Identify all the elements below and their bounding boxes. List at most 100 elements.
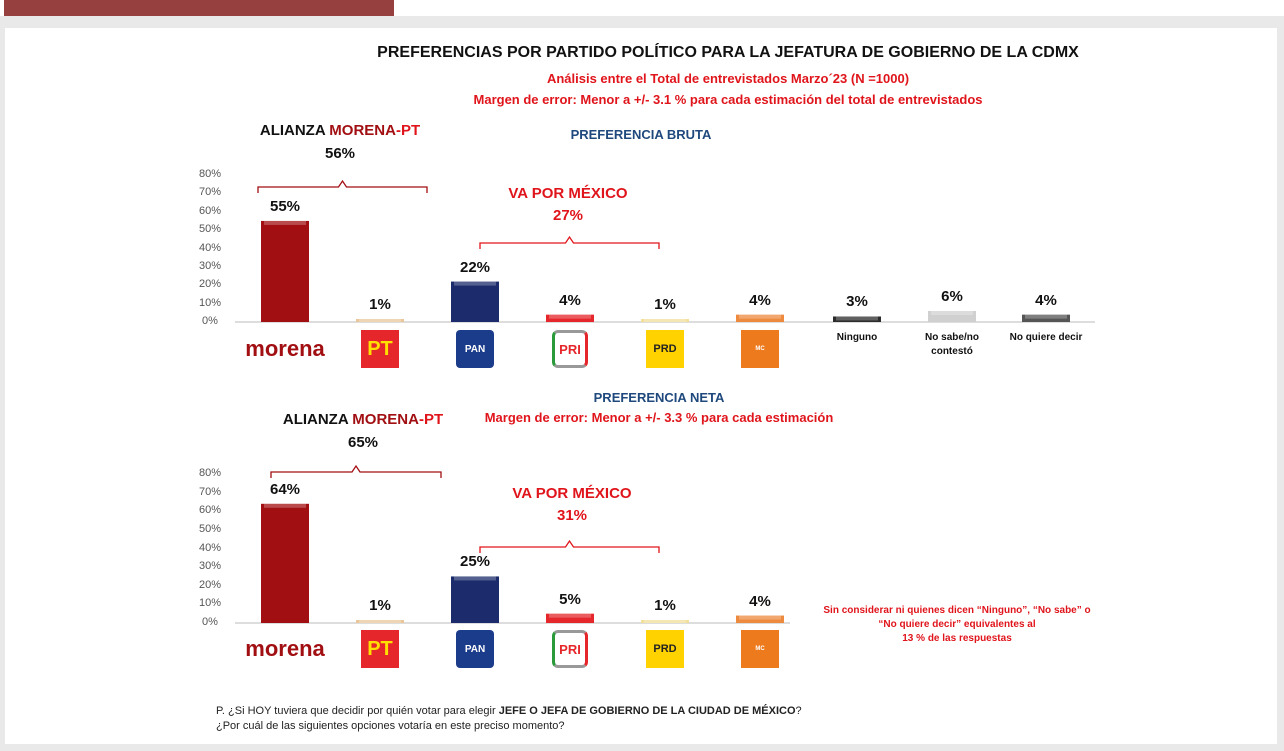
data-label: 4% xyxy=(559,291,581,309)
logo-movimiento-ciudadano: MC xyxy=(741,630,779,668)
y-tick-label: 60% xyxy=(198,504,222,517)
alliance-morena-pt-2: ALIANZA MORENA-PT xyxy=(282,411,444,428)
y-tick-label: 60% xyxy=(198,204,222,217)
alliance-morena-pt-2-value: 65% xyxy=(347,434,379,451)
question-line2: ¿Por cuál de las siguientes opciones vot… xyxy=(216,720,565,732)
bar-highlight xyxy=(836,316,878,321)
alliance-bracket xyxy=(479,539,660,553)
logo-movimiento-ciudadano: MC xyxy=(741,330,779,368)
bar-pan xyxy=(451,281,499,322)
y-tick-label: 80% xyxy=(198,467,222,479)
alliance-morena-pt-1: ALIANZA MORENA-PT xyxy=(259,122,421,139)
logo-prd: PRD xyxy=(646,330,684,368)
bar-highlight xyxy=(739,314,781,319)
bar-ninguno xyxy=(833,316,881,322)
chart2-title: PREFERENCIA NETA xyxy=(593,390,725,405)
logo-prd: PRD xyxy=(646,630,684,668)
y-tick-label: 70% xyxy=(198,485,222,498)
bar-highlight xyxy=(1025,314,1067,319)
data-label: 1% xyxy=(369,597,391,614)
logo-morena: morena xyxy=(245,630,325,668)
bar-highlight xyxy=(359,620,401,623)
alliance-morena-pt-1-value: 56% xyxy=(324,145,356,162)
bar-prd xyxy=(641,620,689,623)
alliance-va-por-mexico-2: VA POR MÉXICO xyxy=(512,485,632,502)
category-label: No quiere decir xyxy=(1009,332,1083,343)
y-tick-label: 50% xyxy=(198,223,222,236)
alliance-va-por-mexico-1-value: 27% xyxy=(552,207,584,224)
logo-pt: PT xyxy=(361,630,399,668)
logo-morena: morena xyxy=(245,330,325,368)
bar-highlight xyxy=(359,319,401,322)
bar-highlight xyxy=(931,310,973,315)
bar-highlight xyxy=(454,576,496,581)
y-tick-label: 0% xyxy=(202,616,218,628)
data-label: 55% xyxy=(269,197,301,215)
bar-prd xyxy=(641,319,689,322)
y-tick-label: 20% xyxy=(198,578,222,591)
data-label: 64% xyxy=(269,480,301,498)
bar-pt xyxy=(356,620,404,623)
bar-highlight xyxy=(644,620,686,623)
subtitle-margin: Margen de error: Menor a +/- 3.1 % para … xyxy=(473,92,983,107)
bar-no-quiere-decir xyxy=(1022,314,1070,322)
note-exclusion: Sin considerar ni quienes dicen “Ninguno… xyxy=(823,605,1091,644)
alliance-bracket xyxy=(479,235,660,249)
y-tick-label: 80% xyxy=(198,168,222,180)
top-accent xyxy=(4,0,394,16)
data-label: 4% xyxy=(749,592,771,610)
data-label: 1% xyxy=(369,296,391,313)
data-label: 5% xyxy=(559,590,581,608)
data-label: 3% xyxy=(846,293,868,311)
alliance-bracket xyxy=(270,464,442,478)
alliance-bracket xyxy=(257,179,428,193)
bar-morena xyxy=(261,220,309,322)
logo-pan: PAN xyxy=(456,330,494,368)
y-tick-label: 40% xyxy=(198,541,222,554)
chart1-title: PREFERENCIA BRUTA xyxy=(570,127,712,142)
chart2-subtitle: Margen de error: Menor a +/- 3.3 % para … xyxy=(484,410,834,425)
logo-pt: PT xyxy=(361,330,399,368)
alliance-va-por-mexico-1: VA POR MÉXICO xyxy=(508,185,628,202)
bar-highlight xyxy=(264,220,306,225)
y-tick-label: 0% xyxy=(202,315,218,327)
bar-highlight xyxy=(644,319,686,322)
data-label: 1% xyxy=(654,597,676,614)
alliance-va-por-mexico-2-value: 31% xyxy=(556,507,588,524)
y-tick-label: 40% xyxy=(198,241,222,254)
question-line1: P. ¿Si HOY tuviera que decidir por quién… xyxy=(216,705,802,717)
category-label: No sabe/no contestó xyxy=(925,332,979,357)
data-label: 22% xyxy=(459,258,491,276)
bar-morena xyxy=(261,503,309,623)
data-label: 6% xyxy=(941,287,963,305)
logo-pri: PRI xyxy=(552,330,588,368)
y-tick-label: 20% xyxy=(198,278,222,291)
slide xyxy=(5,28,1277,744)
y-tick-label: 10% xyxy=(198,296,222,309)
category-label: Ninguno xyxy=(836,332,878,343)
chart-title: PREFERENCIAS POR PARTIDO POLÍTICO PARA L… xyxy=(377,44,1079,61)
bar-highlight xyxy=(454,281,496,286)
logo-pan: PAN xyxy=(456,630,494,668)
data-label: 1% xyxy=(654,296,676,313)
bar-pri xyxy=(546,613,594,623)
y-tick-label: 30% xyxy=(198,560,222,573)
bar-pri xyxy=(546,314,594,322)
subtitle-sample: Análisis entre el Total de entrevistados… xyxy=(546,71,910,86)
bar-highlight xyxy=(264,503,306,508)
data-label: 4% xyxy=(749,291,771,309)
y-tick-label: 50% xyxy=(198,522,222,535)
data-label: 4% xyxy=(1035,291,1057,309)
bar-movimiento-ciudadano xyxy=(736,615,784,623)
bar-no-sabe-no-contest- xyxy=(928,310,976,322)
logo-pri: PRI xyxy=(552,630,588,668)
top-bar xyxy=(0,0,1284,16)
bar-highlight xyxy=(549,314,591,319)
data-label: 25% xyxy=(459,553,491,571)
bar-highlight xyxy=(739,615,781,620)
bar-movimiento-ciudadano xyxy=(736,314,784,322)
bar-pt xyxy=(356,319,404,322)
y-tick-label: 70% xyxy=(198,186,222,199)
y-tick-label: 10% xyxy=(198,597,222,610)
